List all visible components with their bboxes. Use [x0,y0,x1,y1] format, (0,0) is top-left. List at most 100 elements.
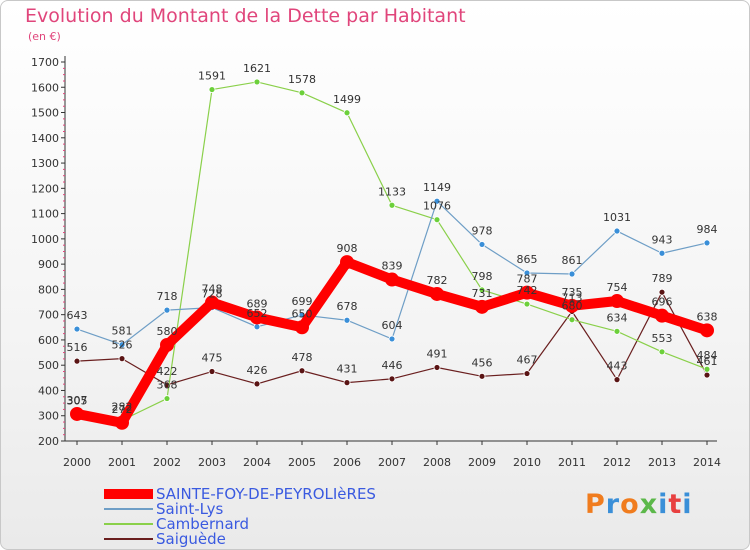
series-point-0 [250,310,264,325]
data-label: 718 [157,290,178,303]
data-label: 861 [562,254,583,267]
series-point-0 [475,299,489,314]
legend-item: Cambernard [104,516,404,532]
x-tick-label: 2006 [333,456,361,469]
y-tick-label: 800 [38,283,59,296]
data-label: 1133 [378,185,406,198]
series-point-1 [523,269,531,277]
data-label: 634 [607,311,628,324]
logo-letter: t [668,489,683,520]
data-label: 305 [67,394,88,407]
y-tick-label: 1200 [31,182,59,195]
data-label: 731 [472,287,493,300]
data-label: 699 [292,295,313,308]
legend-label: Cambernard [156,515,250,533]
y-tick-label: 700 [38,309,59,322]
series-point-2 [208,86,216,93]
data-label: 1031 [603,211,631,224]
data-label: 865 [517,253,538,266]
data-label: 742 [517,284,538,297]
x-tick-label: 2000 [63,456,91,469]
data-label: 713 [562,291,583,304]
y-tick-label: 1000 [31,233,59,246]
series-point-3 [298,367,306,375]
data-label: 604 [382,319,403,332]
data-label: 431 [337,363,358,376]
series-point-3 [73,357,81,365]
series-point-3 [343,379,351,387]
data-label: 782 [427,274,448,287]
legend-item: Saiguède [104,531,404,547]
chart-title: Evolution du Montant de la Dette par Hab… [25,5,466,27]
data-label: 943 [652,233,673,246]
series-point-3 [523,370,531,377]
data-label: 1076 [423,200,451,213]
data-label: 475 [202,352,223,365]
x-tick-label: 2004 [243,456,271,469]
data-label: 467 [517,354,538,367]
series-point-3 [253,380,261,388]
logo-letter: x [639,489,659,520]
series-point-3 [613,376,621,384]
data-label: 754 [607,281,628,294]
legend-swatch [104,508,153,510]
data-label: 689 [247,297,268,310]
series-point-3 [388,375,396,383]
legend-swatch [104,523,153,525]
series-point-1 [343,316,351,324]
series-point-3 [478,372,486,380]
x-tick-label: 2001 [108,456,136,469]
data-label: 581 [112,325,133,338]
data-label: 735 [562,286,583,299]
series-point-0 [385,272,399,287]
series-point-3 [658,288,666,296]
logo-letter: P [585,489,606,520]
series-point-2 [658,348,666,356]
series-point-2 [478,286,486,294]
series-point-1 [568,270,576,278]
data-label: 272 [112,403,133,416]
y-tick-label: 1500 [31,107,59,120]
series-point-0 [610,294,624,309]
data-label: 1499 [333,93,361,106]
x-tick-label: 2002 [153,456,181,469]
series-point-1 [73,325,81,333]
y-tick-label: 1100 [31,208,59,221]
data-label: 526 [112,339,133,352]
y-tick-label: 500 [38,359,59,372]
series-point-2 [388,201,396,209]
series-point-1 [118,341,126,349]
data-label: 984 [697,223,718,236]
series-point-1 [433,197,441,205]
data-label: 1621 [243,62,271,75]
series-point-0 [700,323,714,338]
series-point-0 [115,415,129,430]
y-tick-label: 400 [38,384,59,397]
data-label: 650 [292,307,313,320]
series-point-2 [523,300,531,308]
series-point-1 [703,239,711,247]
series-point-2 [613,327,621,335]
series-point-0 [520,285,534,300]
data-label: 282 [112,400,133,413]
y-tick-label: 1600 [31,81,59,94]
data-label: 580 [157,325,178,338]
legend-label: SAINTE-FOY-DE-PEYROLIèRES [156,485,376,503]
data-label: 798 [472,270,493,283]
series-point-2 [253,78,261,86]
data-label: 978 [472,224,493,237]
legend-label: Saiguède [156,530,226,548]
legend-item: Saint-Lys [104,501,404,517]
x-tick-label: 2005 [288,456,316,469]
data-label: 456 [472,356,493,369]
data-label: 426 [247,364,268,377]
series-point-1 [613,227,621,235]
series-point-1 [388,335,396,343]
series-point-0 [295,320,309,335]
x-tick-label: 2009 [468,456,496,469]
series-point-2 [343,109,351,117]
x-tick-label: 2013 [648,456,676,469]
series-point-0 [160,337,174,352]
